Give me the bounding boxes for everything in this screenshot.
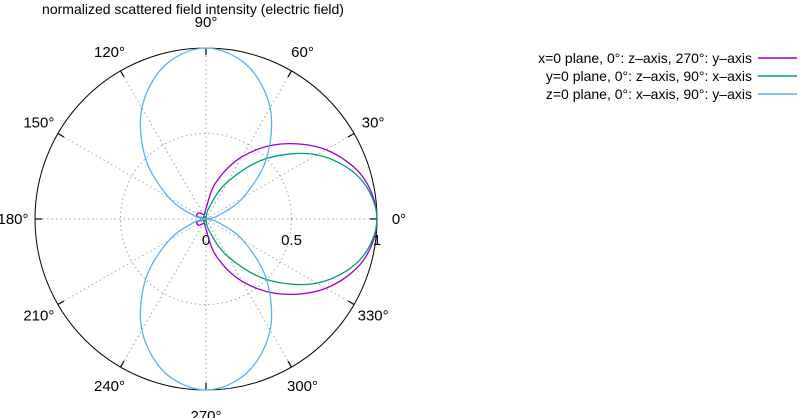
spoke-330 [205,218,355,305]
spoke-300 [205,218,292,368]
data-curves [139,47,378,391]
radial-label: 1 [373,232,381,249]
spoke-210 [57,218,207,305]
radial-label: 0 [202,232,210,249]
angle-label: 240° [94,378,125,395]
chart-title: normalized scattered field intensity (el… [42,1,344,17]
angle-label: 0° [392,211,406,228]
angle-labels: 0° 30° 60° 90° 120° 150° 180° 210° 240° 270° 300° 3… [0,14,406,418]
series-line-1 [196,143,378,295]
angle-label: 150° [23,115,54,132]
angle-label: 90° [195,14,218,31]
angle-label: 330° [358,308,389,325]
tick-120 [119,70,125,78]
angle-label: 60° [291,44,314,61]
angle-label: 180° [0,211,29,228]
tick-60 [287,70,293,78]
spoke-240 [120,218,207,368]
tick-330 [347,300,355,306]
spoke-150 [57,133,207,220]
tick-300 [287,360,293,368]
legend-label: y=0 plane, 0°: z–axis, 90°: x–axis [546,68,752,84]
legend: x=0 plane, 0°: z–axis, 270°: y–axis y=0 p… [538,50,797,102]
tick-240 [119,360,125,368]
angle-label: 120° [94,44,125,61]
angle-label: 270° [190,408,221,418]
tick-150 [57,132,65,138]
angle-ticks [35,48,377,390]
radial-labels: 0 0.5 1 [202,232,381,249]
angle-label: 30° [362,115,385,132]
angle-label: 210° [23,308,54,325]
tick-30 [347,132,355,138]
legend-label: x=0 plane, 0°: z–axis, 270°: y–axis [538,50,752,66]
angle-label: 300° [287,378,318,395]
spoke-30 [205,133,355,220]
tick-210 [57,300,65,306]
legend-label: z=0 plane, 0°: x–axis, 90°: y–axis [546,86,752,102]
spoke-120 [120,70,207,220]
angle-spokes [35,48,377,390]
series-line-3 [139,47,273,391]
spoke-60 [205,70,292,220]
radial-label: 0.5 [281,232,302,249]
